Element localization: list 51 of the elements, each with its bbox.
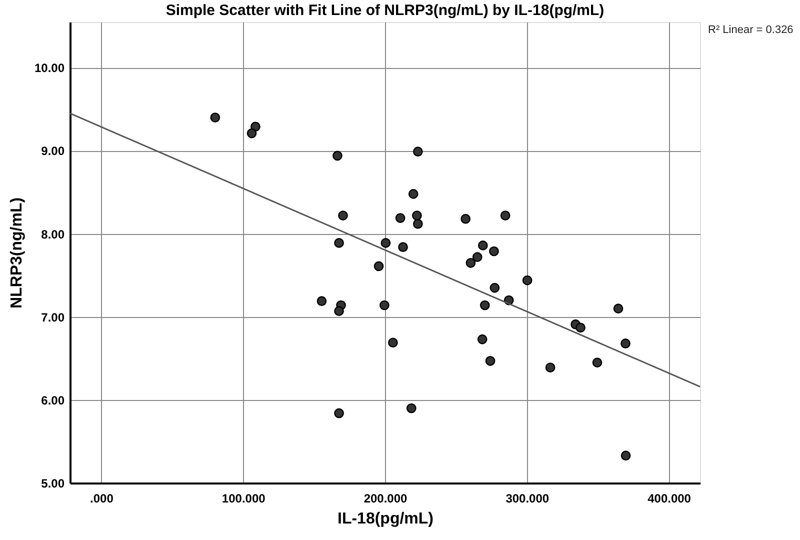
point: [398, 242, 408, 252]
point: [620, 450, 631, 461]
point: [338, 210, 348, 220]
x-tick-label: 100.000: [222, 492, 266, 506]
x-axis-title: IL-18(pg/mL): [338, 510, 434, 528]
point: [388, 338, 398, 348]
x-tick-label: 200.000: [364, 492, 408, 506]
y-tick-label: 6.00: [41, 393, 65, 408]
point: [460, 214, 471, 224]
y-tick-label: 7.00: [41, 310, 65, 324]
point: [472, 252, 482, 262]
point: [500, 210, 510, 220]
point: [334, 238, 344, 248]
point: [380, 300, 390, 310]
point: [412, 146, 423, 156]
point: [374, 261, 384, 272]
point: [332, 150, 342, 161]
point: [395, 213, 406, 223]
point: [210, 112, 220, 122]
point: [592, 358, 602, 368]
point: [316, 296, 327, 306]
y-tick-label: 5.00: [41, 476, 65, 490]
chart-title: Simple Scatter with Fit Line of NLRP3(ng/mL) by IL-18(pg/mL): [166, 2, 604, 19]
text: R² Linear = 0.326: [708, 24, 794, 36]
point: [406, 403, 416, 414]
point: [613, 304, 624, 314]
point: [522, 275, 532, 286]
x-tick-label: .000: [90, 492, 114, 506]
point: [576, 322, 586, 333]
x-tick-label: 400.000: [648, 492, 692, 506]
point: [620, 338, 630, 348]
point: [408, 189, 418, 199]
point: [489, 246, 499, 256]
point: [466, 258, 476, 268]
y-tick-label: 10.00: [34, 61, 65, 76]
point: [485, 356, 496, 366]
y-axis-title: NLRP3(ng/mL): [8, 197, 26, 309]
y-tick-label: 8.00: [41, 227, 65, 242]
point: [490, 282, 500, 293]
point: [334, 306, 344, 316]
point: [477, 334, 488, 344]
point: [380, 238, 391, 248]
x-tick-label: 300.000: [506, 492, 550, 506]
point: [478, 240, 488, 250]
y-tick-label: 9.00: [41, 144, 65, 158]
point: [480, 300, 490, 310]
point: [412, 210, 422, 220]
point: [545, 362, 556, 372]
point: [246, 128, 257, 138]
point: [412, 218, 423, 229]
point: [334, 408, 344, 418]
